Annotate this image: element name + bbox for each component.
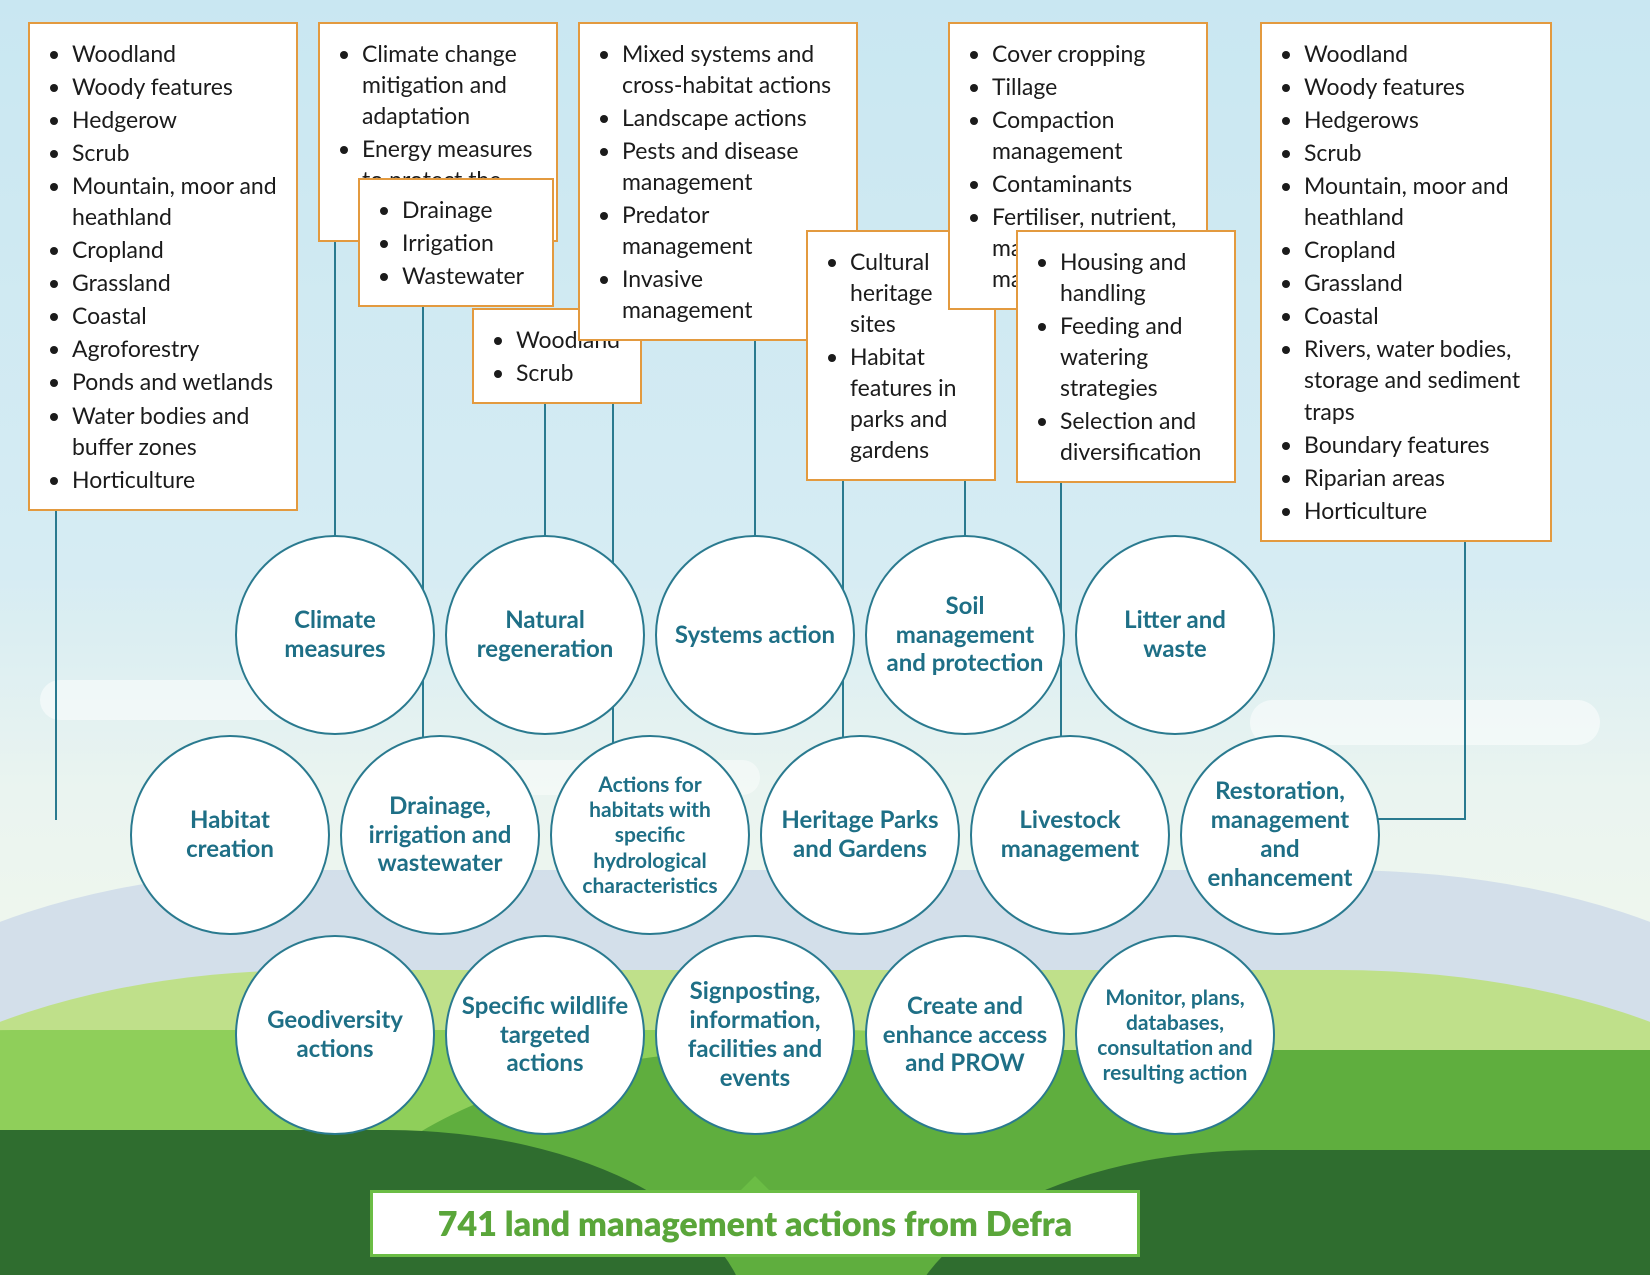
connector [422,270,424,770]
circle-soil: Soil management and protection [865,535,1065,735]
circle-label: Drainage, irrigation and wastewater [356,792,524,878]
list-item: Tillage [992,71,1188,102]
circle-litter: Litter and waste [1075,535,1275,735]
circle-habitat-creation: Habitat creation [130,735,330,935]
list-item: Boundary features [1304,429,1532,460]
circle-hydrological: Actions for habitats with specific hydro… [550,735,750,935]
circle-systems-action: Systems action [655,535,855,735]
list-item: Climate change mitigation and adaptation [362,38,538,131]
list-item: Drainage [402,194,534,225]
circle-label: Systems action [675,621,835,650]
list-item: Woodland [1304,38,1532,69]
circle-label: Livestock management [986,806,1154,864]
list-item: Rivers, water bodies, storage and sedime… [1304,333,1532,426]
list-item: Scrub [516,357,622,388]
list-item: Woody features [1304,71,1532,102]
infographic-stage: Woodland Woody features Hedgerow Scrub M… [0,0,1650,1275]
list-item: Grassland [1304,267,1532,298]
list-item: Compaction management [992,104,1188,166]
list-item: Selection and diversification [1060,405,1216,467]
circle-access: Create and enhance access and PROW [865,935,1065,1135]
list-item: Cropland [72,234,278,265]
list-item: Irrigation [402,227,534,258]
circle-climate-measures: Climate measures [235,535,435,735]
list-item: Hedgerow [72,104,278,135]
circle-label: Actions for habitats with specific hydro… [566,772,734,898]
circle-label: Natural regeneration [461,606,629,664]
title-notch [741,1176,769,1190]
circle-label: Heritage Parks and Gardens [776,806,944,864]
list-item: Mountain, moor and heathland [1304,170,1532,232]
connector [1370,818,1466,820]
circle-natural-regeneration: Natural regeneration [445,535,645,735]
circle-label: Create and enhance access and PROW [881,992,1049,1078]
title-banner: 741 land management actions from Defra [370,1190,1140,1257]
list-item: Hedgerows [1304,104,1532,135]
circle-drainage: Drainage, irrigation and wastewater [340,735,540,935]
list-item: Cover cropping [992,38,1188,69]
circle-label: Monitor, plans, databases, consultation … [1091,985,1259,1086]
box-livestock: Housing and handling Feeding and waterin… [1016,230,1236,483]
circle-heritage: Heritage Parks and Gardens [760,735,960,935]
box-restoration: Woodland Woody features Hedgerows Scrub … [1260,22,1552,542]
list-item: Water bodies and buffer zones [72,400,278,462]
list-item: Pests and disease management [622,135,838,197]
circle-livestock: Livestock management [970,735,1170,935]
circle-restoration: Restoration, management and enhancement [1180,735,1380,935]
box-drainage: Drainage Irrigation Wastewater [358,178,554,307]
circle-label: Signposting, information, facilities and… [671,977,839,1092]
title-text: 741 land management actions from Defra [438,1203,1072,1244]
circle-geodiversity: Geodiversity actions [235,935,435,1135]
list-item: Cropland [1304,234,1532,265]
list-item: Mountain, moor and heathland [72,170,278,232]
list-item: Ponds and wetlands [72,366,278,397]
circle-monitor: Monitor, plans, databases, consultation … [1075,935,1275,1135]
list-item: Horticulture [1304,495,1532,526]
list-item: Horticulture [72,464,278,495]
list-item: Agroforestry [72,333,278,364]
list-item: Woody features [72,71,278,102]
list-item: Housing and handling [1060,246,1216,308]
circle-wildlife: Specific wildlife targeted actions [445,935,645,1135]
list-item: Mixed systems and cross-habitat actions [622,38,838,100]
list-item: Scrub [1304,137,1532,168]
list-item: Riparian areas [1304,462,1532,493]
connector [544,380,546,550]
list-item: Contaminants [992,168,1188,199]
circle-signposting: Signposting, information, facilities and… [655,935,855,1135]
circle-label: Geodiversity actions [251,1006,419,1064]
list-item: Habitat features in parks and gardens [850,341,976,465]
list-item: Feeding and watering strategies [1060,310,1216,403]
box-habitat-creation: Woodland Woody features Hedgerow Scrub M… [28,22,298,511]
list-item: Landscape actions [622,102,838,133]
circle-label: Soil management and protection [881,592,1049,678]
circle-label: Restoration, management and enhancement [1196,777,1364,892]
list-item: Coastal [1304,300,1532,331]
list-item: Coastal [72,300,278,331]
list-item: Scrub [72,137,278,168]
circle-label: Specific wildlife targeted actions [461,992,629,1078]
circle-label: Habitat creation [146,806,314,864]
list-item: Grassland [72,267,278,298]
circle-label: Litter and waste [1091,606,1259,664]
list-item: Woodland [72,38,278,69]
circle-label: Climate measures [251,606,419,664]
list-item: Wastewater [402,260,534,291]
connector [55,470,57,820]
